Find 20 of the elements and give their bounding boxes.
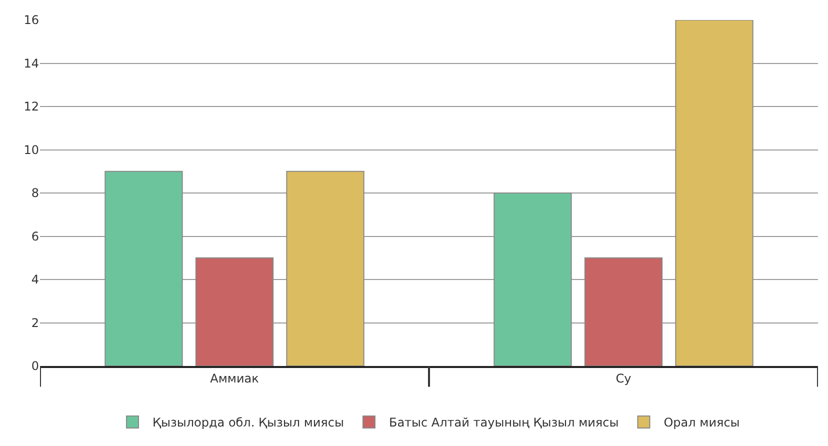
bar xyxy=(195,257,274,366)
y-tick-label: 8 xyxy=(31,186,39,200)
bar xyxy=(494,192,572,366)
y-tick-label: 6 xyxy=(31,229,39,244)
y-tick-label: 14 xyxy=(24,56,39,70)
legend-label: Қызылорда обл. Қызыл миясы xyxy=(152,416,344,430)
y-tick-label: 12 xyxy=(24,100,39,114)
y-tick-label: 2 xyxy=(31,316,39,330)
legend-label: Батыс Алтай тауының Қызыл миясы xyxy=(388,416,619,430)
legend-label: Орал миясы xyxy=(664,416,740,430)
y-tick-label: 0 xyxy=(31,359,39,374)
y-tick-label: 10 xyxy=(24,142,39,157)
y-tick-label: 4 xyxy=(31,272,39,287)
x-tick-label: Аммиак xyxy=(210,371,259,386)
bar xyxy=(104,170,183,366)
bar xyxy=(286,170,364,366)
x-tick-label: Су xyxy=(616,371,632,386)
bar xyxy=(675,20,754,366)
bar xyxy=(584,257,663,366)
y-tick-label: 16 xyxy=(24,13,39,28)
